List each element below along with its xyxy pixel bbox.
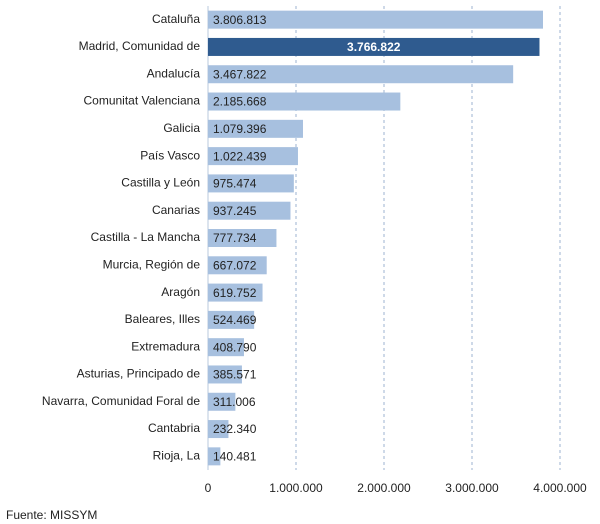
data-label: 1.022.439 [213, 149, 267, 163]
bar [208, 65, 514, 84]
y-tick-label: Rioja, La [153, 449, 201, 463]
y-tick-label: Cataluña [152, 12, 200, 26]
y-tick-label: Baleares, Illes [125, 312, 200, 326]
x-tick-label: 4.000.000 [533, 481, 587, 495]
y-tick-label: Cantabria [148, 421, 200, 435]
y-tick-label: Aragón [161, 285, 200, 299]
bar [208, 229, 277, 247]
data-label: 3.766.822 [347, 40, 401, 54]
y-tick-label: País Vasco [140, 148, 200, 162]
bar [208, 392, 236, 411]
data-label: 140.481 [213, 450, 257, 464]
y-tick-label: Canarias [152, 203, 200, 217]
y-tick-label: Castilla - La Mancha [91, 230, 201, 244]
y-tick-label: Murcia, Región de [103, 257, 201, 271]
bar [208, 37, 540, 56]
bar [208, 174, 294, 193]
x-tick-label: 1.000.000 [269, 481, 323, 495]
data-label: 975.474 [213, 177, 257, 191]
bar [208, 10, 543, 29]
data-label: 1.079.396 [213, 122, 267, 136]
y-tick-label: Comunitat Valenciana [83, 94, 200, 108]
y-tick-label: Asturias, Principado de [77, 367, 201, 381]
y-tick-label: Andalucía [147, 66, 201, 80]
data-label: 311.006 [213, 395, 256, 409]
bar [208, 147, 298, 166]
data-label: 524.469 [213, 313, 257, 327]
bar [208, 283, 263, 302]
data-label: 3.806.813 [213, 13, 267, 27]
data-label: 232.340 [213, 422, 257, 436]
data-label: 3.467.822 [213, 67, 267, 81]
data-label: 408.790 [213, 340, 257, 354]
bar [208, 310, 255, 329]
bar [208, 338, 244, 357]
y-tick-label: Madrid, Comunidad de [79, 39, 201, 53]
data-label: 2.185.668 [213, 95, 267, 109]
y-tick-label: Extremadura [131, 339, 200, 353]
data-label: 667.072 [213, 258, 257, 272]
bar [208, 119, 303, 138]
x-tick-label: 2.000.000 [357, 481, 411, 495]
bar [208, 447, 221, 466]
data-label: 777.734 [213, 231, 257, 245]
y-tick-label: Castilla y León [121, 176, 200, 190]
bar [208, 365, 242, 384]
bar [208, 420, 229, 439]
source-note: Fuente: MISSYM [6, 508, 97, 522]
x-tick-label: 3.000.000 [445, 481, 499, 495]
data-label: 619.752 [213, 286, 257, 300]
data-label: 385.571 [213, 368, 257, 382]
x-tick-label: 0 [205, 481, 212, 495]
bar [208, 92, 401, 111]
bar [208, 256, 267, 275]
bar [208, 201, 291, 220]
y-tick-label: Galicia [163, 121, 200, 135]
y-tick-label: Navarra, Comunidad Foral de [42, 394, 200, 408]
data-label: 937.245 [213, 204, 257, 218]
